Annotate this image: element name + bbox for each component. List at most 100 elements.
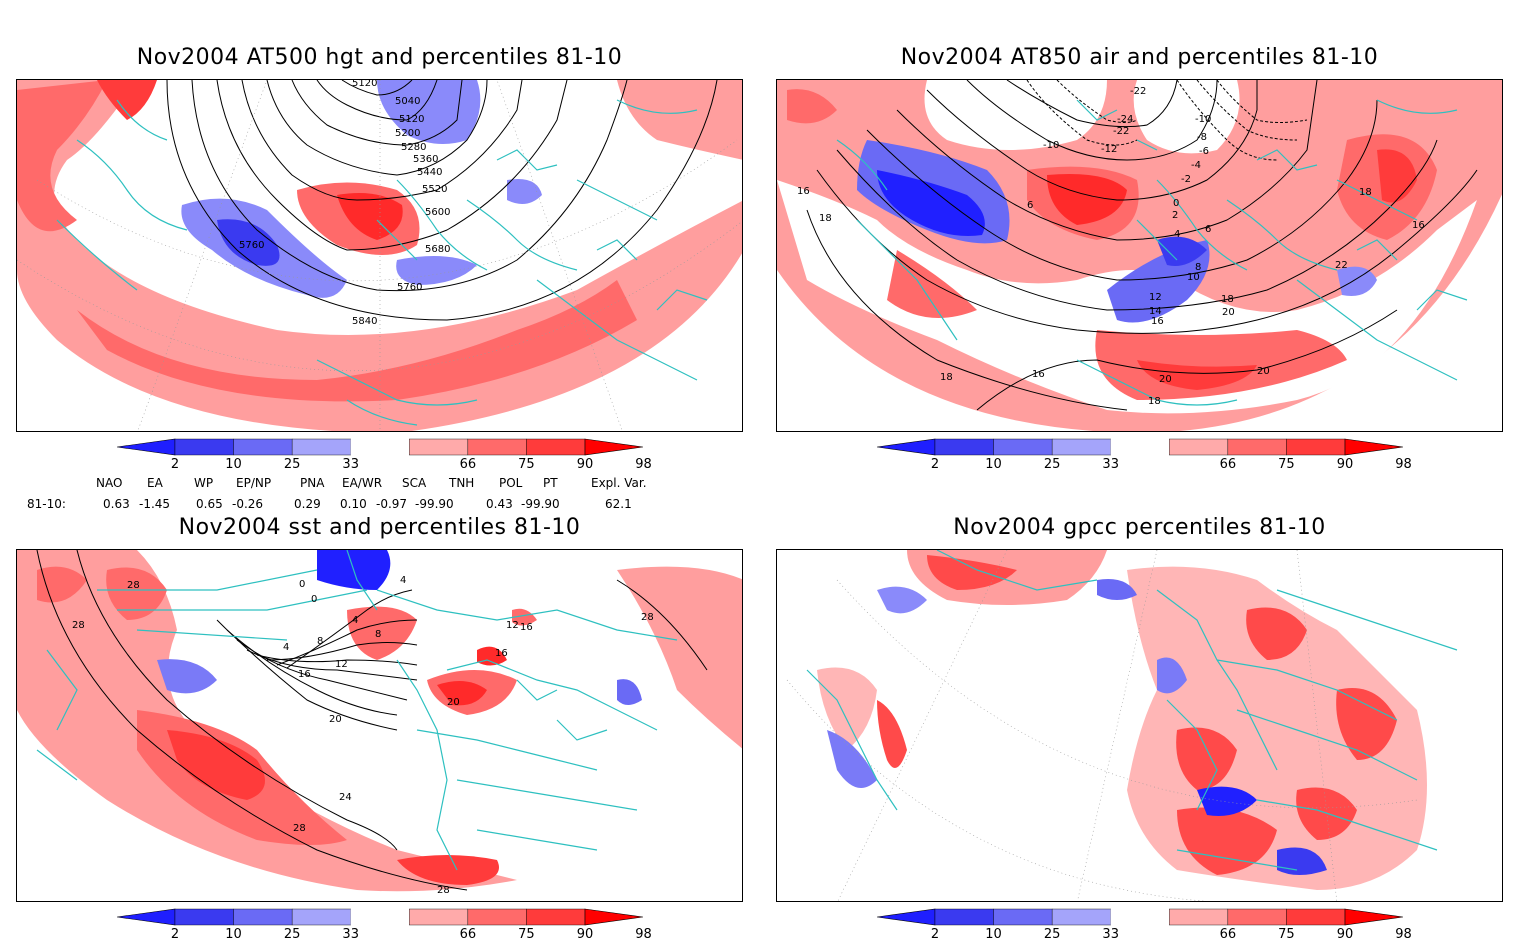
svg-text:20: 20 <box>329 714 342 725</box>
colorbar-segment <box>291 908 351 926</box>
contour-labels-air850: -22 -24 -22 -12 -10 -10 -8 -6 -4 -2 0 2 … <box>797 86 1425 407</box>
svg-text:6: 6 <box>1027 200 1033 211</box>
svg-text:8: 8 <box>317 636 323 647</box>
colorbar-tick-label: 25 <box>283 457 301 472</box>
svg-text:-10: -10 <box>1043 140 1059 151</box>
panel-title-gpcc: Nov2004 gpcc percentiles 81-10 <box>953 515 1326 540</box>
colorbar-tick-label: 33 <box>342 457 359 472</box>
colorbar-arrow-high <box>584 908 644 926</box>
colorbar-tick-label: 2 <box>170 457 180 472</box>
svg-text:20: 20 <box>1159 374 1172 385</box>
colorbar-hgt500-svg <box>116 438 644 456</box>
svg-text:16: 16 <box>1151 316 1164 327</box>
colorbar-arrow-low <box>876 438 936 456</box>
index-header-sca: SCA <box>402 476 427 490</box>
colorbar-tick-label: 90 <box>1336 927 1354 942</box>
svg-text:6: 6 <box>1205 224 1211 235</box>
index-header-pt: PT <box>543 476 558 490</box>
colorbar-arrow-low <box>116 438 176 456</box>
colorbar-tick-label: 2 <box>170 927 180 942</box>
colorbar-tick-label: 33 <box>1102 927 1119 942</box>
map-panel-hgt500: 5120 5040 5120 5200 5280 5360 5440 5520 … <box>16 79 743 432</box>
colorbar-tick-label: 75 <box>518 457 535 472</box>
index-header-epnp: EP/NP <box>236 476 272 490</box>
svg-text:-22: -22 <box>1113 126 1129 137</box>
colorbar-tick-label: 90 <box>576 927 594 942</box>
svg-text:0: 0 <box>311 594 317 605</box>
svg-text:14: 14 <box>1149 306 1162 317</box>
index-value-ea: -1.45 <box>139 497 171 511</box>
svg-text:18: 18 <box>1148 396 1161 407</box>
colorbar-tick-label: 10 <box>225 457 242 472</box>
svg-text:-2: -2 <box>1181 174 1191 185</box>
colorbar-tick-label: 98 <box>635 927 652 942</box>
map-sst-svg: 28 28 0 0 4 4 4 8 8 12 12 16 16 16 20 20… <box>17 550 742 896</box>
colorbar-segment <box>526 438 586 456</box>
svg-text:4: 4 <box>1174 229 1180 240</box>
colorbar-tick-label: 66 <box>459 927 477 942</box>
colorbar-segment <box>1051 908 1111 926</box>
svg-text:5360: 5360 <box>413 154 438 165</box>
index-header-explvar: Expl. Var. <box>591 476 647 490</box>
map-gpcc-svg <box>777 550 1502 901</box>
svg-text:-4: -4 <box>1191 160 1201 171</box>
svg-text:4: 4 <box>400 575 406 586</box>
index-value-sca: -0.97 <box>376 497 408 511</box>
colorbar-arrow-high <box>1344 438 1404 456</box>
colorbar-gpcc <box>876 908 1404 926</box>
index-header-tnh: TNH <box>449 476 475 490</box>
colorbar-segment <box>1227 438 1287 456</box>
svg-text:28: 28 <box>72 620 85 631</box>
index-value-pt: -99.90 <box>521 497 560 511</box>
svg-text:12: 12 <box>506 620 519 631</box>
colorbar-tick-label: 10 <box>985 927 1002 942</box>
contour-labels-sst: 28 28 0 0 4 4 4 8 8 12 12 16 16 16 20 20… <box>72 575 654 896</box>
svg-text:4: 4 <box>352 615 358 626</box>
colorbar-segment <box>1227 908 1287 926</box>
index-value-epnp: -0.26 <box>232 497 264 511</box>
colorbar-tick-label: 98 <box>1395 457 1412 472</box>
colorbar-tick-label: 98 <box>635 457 652 472</box>
svg-text:5120: 5120 <box>399 114 424 125</box>
colorbar-segment <box>174 438 234 456</box>
map-panel-gpcc <box>776 549 1503 902</box>
svg-text:-22: -22 <box>1130 86 1146 97</box>
svg-text:5200: 5200 <box>395 128 420 139</box>
colorbar-segment <box>1110 439 1170 455</box>
colorbar-sst <box>116 908 644 926</box>
colorbar-tick-label: 66 <box>1219 457 1237 472</box>
colorbar-segment <box>1286 908 1346 926</box>
svg-text:5760: 5760 <box>239 240 264 251</box>
index-value-explvar: 62.1 <box>605 497 632 511</box>
svg-text:10: 10 <box>1187 272 1200 283</box>
colorbar-segment <box>350 909 410 925</box>
index-value-tnh: -99.90 <box>415 497 454 511</box>
index-header-pol: POL <box>499 476 523 490</box>
colorbar-arrow-low <box>116 908 176 926</box>
svg-text:5280: 5280 <box>401 142 426 153</box>
colorbar-segment <box>467 438 527 456</box>
colorbar-segment <box>1169 438 1229 456</box>
svg-text:28: 28 <box>641 612 654 623</box>
colorbar-segment <box>350 439 410 455</box>
svg-text:20: 20 <box>1257 366 1270 377</box>
colorbar-segment <box>1110 909 1170 925</box>
svg-text:18: 18 <box>940 372 953 383</box>
colorbar-air850-svg <box>876 438 1404 456</box>
colorbar-segment <box>993 908 1053 926</box>
colorbar-segment <box>993 438 1053 456</box>
index-header-ea: EA <box>147 476 163 490</box>
svg-text:8: 8 <box>375 629 381 640</box>
svg-text:5840: 5840 <box>352 316 377 327</box>
index-row-label: 81-10: <box>27 497 66 511</box>
colorbar-segment <box>934 438 994 456</box>
svg-text:5120: 5120 <box>352 80 377 89</box>
colorbar-segment <box>1051 438 1111 456</box>
colorbar-tick-label: 66 <box>459 457 477 472</box>
colorbar-arrow-low <box>876 908 936 926</box>
colorbar-tick-label: 25 <box>283 927 301 942</box>
svg-text:20: 20 <box>447 697 460 708</box>
colorbar-segment <box>409 908 469 926</box>
colorbar-tick-label: 2 <box>930 457 940 472</box>
colorbar-sst-svg <box>116 908 644 926</box>
